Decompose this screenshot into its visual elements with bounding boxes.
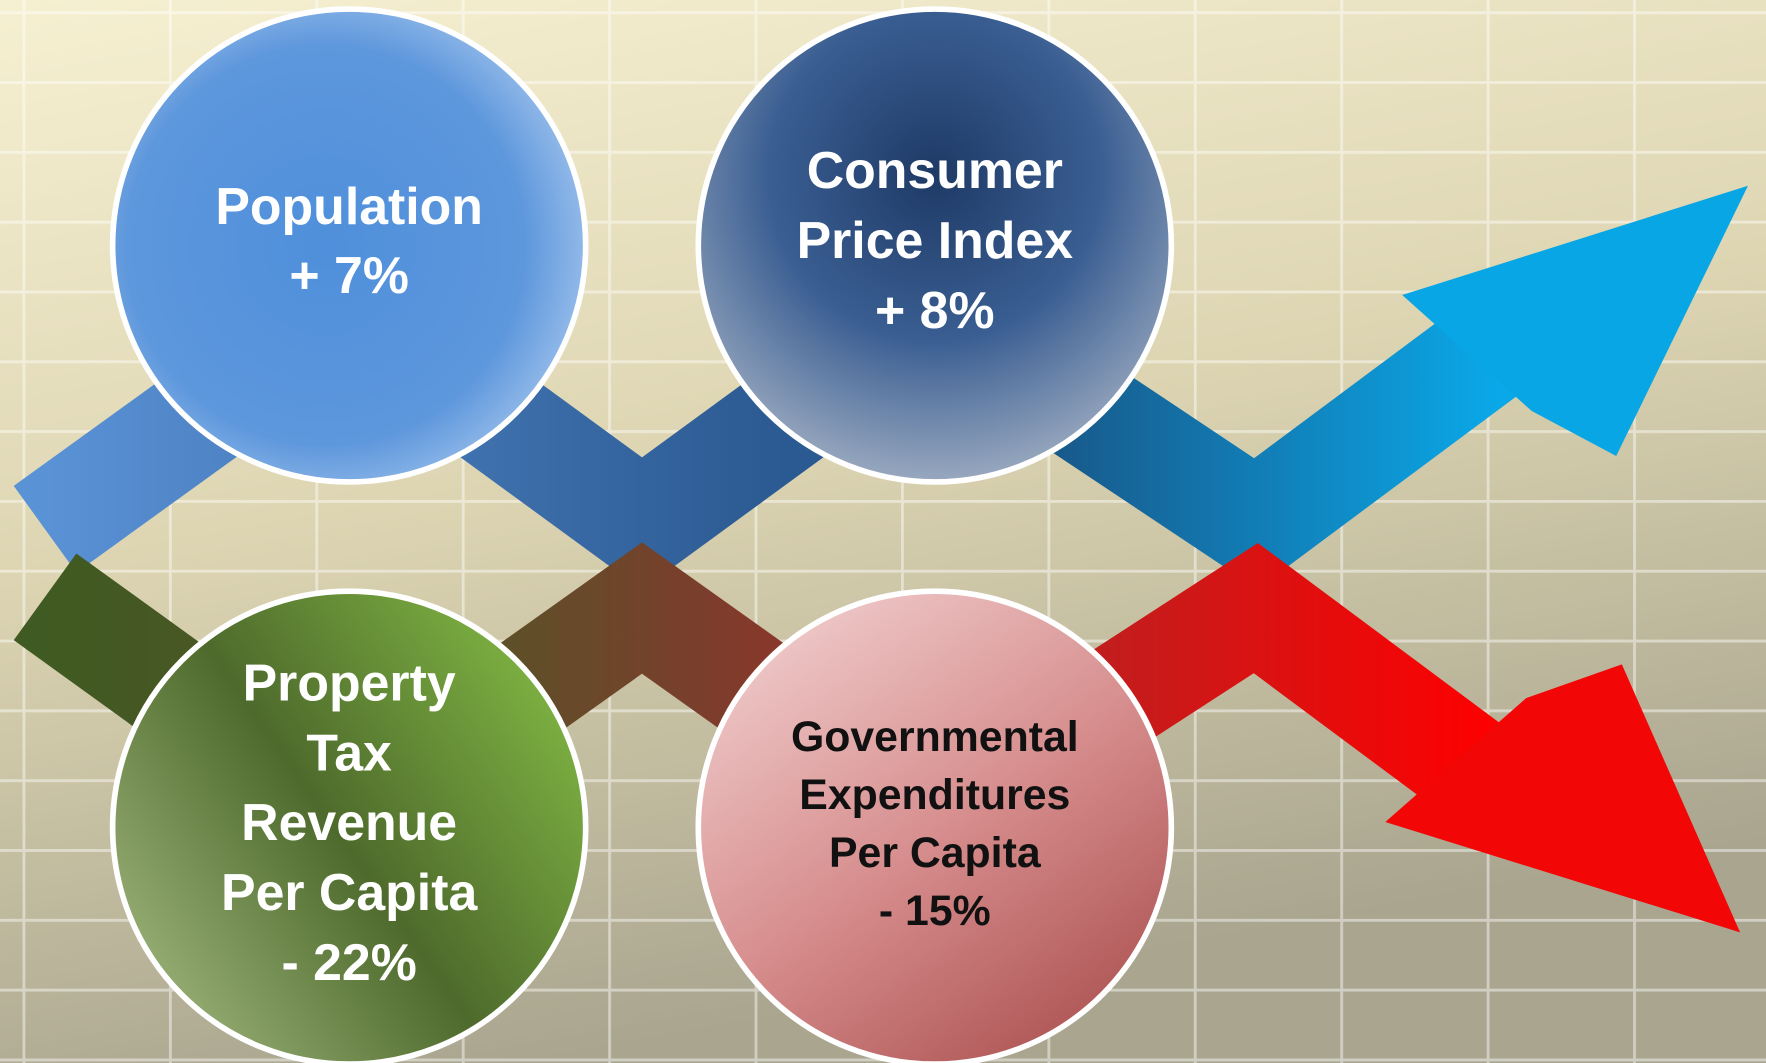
node-circle: [695, 588, 1175, 1063]
up-arrow-head: [1402, 185, 1748, 457]
node-label: Expenditures: [799, 771, 1070, 819]
node-label: - 22%: [281, 933, 416, 991]
node-label: Revenue: [241, 793, 457, 851]
node-label: - 15%: [879, 887, 991, 935]
node-circle: [109, 6, 589, 485]
node-label: Tax: [306, 723, 392, 781]
node-label: Consumer: [807, 141, 1063, 199]
node: Property Tax Revenue Per Capita - 22%: [109, 588, 589, 1063]
node-label: Governmental: [791, 713, 1079, 761]
node-label: Population: [215, 177, 483, 235]
node: Population + 7%: [109, 6, 589, 485]
node-label: + 7%: [289, 246, 409, 304]
node-label: Per Capita: [829, 829, 1042, 877]
node-circle: [695, 6, 1175, 485]
node: Consumer Price Index + 8%: [695, 6, 1175, 485]
node-label: Price Index: [797, 211, 1074, 269]
node: Governmental Expenditures Per Capita - 15%: [695, 588, 1175, 1063]
node-label: Property: [243, 654, 456, 712]
node-circle: [109, 588, 589, 1063]
node-label: Per Capita: [221, 863, 478, 921]
down-arrow-head: [1385, 664, 1741, 933]
node-label: + 8%: [875, 281, 995, 339]
